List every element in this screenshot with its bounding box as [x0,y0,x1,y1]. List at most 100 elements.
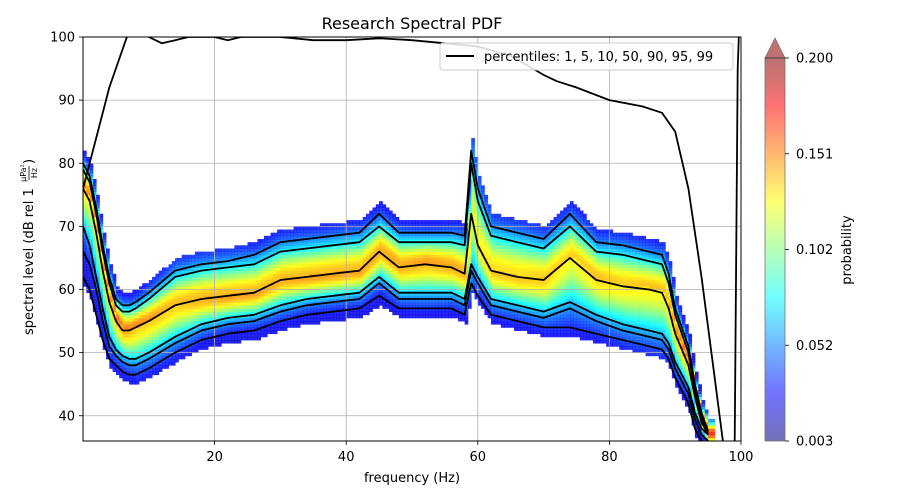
heatmap-cell [171,283,176,287]
heatmap-cell [283,273,288,278]
heatmap-cell [171,355,176,360]
heatmap-cell [527,302,531,306]
heatmap-cell [576,295,581,300]
heatmap-cell [566,245,571,249]
heatmap-cell [388,298,393,303]
heatmap-cell [306,292,311,297]
heatmap-cell [86,204,90,208]
heatmap-cell [448,229,452,234]
heatmap-cell [425,305,429,309]
heatmap-cell [435,220,439,224]
heatmap-cell [471,185,475,189]
heatmap-cell [520,298,525,303]
heatmap-cell [319,264,324,268]
heatmap-cell [540,292,544,297]
heatmap-cell [418,289,423,294]
heatmap-cell [546,270,551,275]
heatmap-cell [408,229,413,234]
heatmap-cell [316,280,321,284]
heatmap-cell [310,317,314,322]
heatmap-cell [388,248,393,253]
heatmap-cell [188,346,192,350]
heatmap-cell [379,232,383,237]
heatmap-cell [435,298,439,303]
heatmap-cell [319,251,324,256]
heatmap-cell [543,280,548,284]
heatmap-cell [237,273,242,278]
heatmap-cell [418,254,423,259]
heatmap-cell [392,264,396,268]
heatmap-cell [530,292,535,297]
heatmap-cell [507,223,512,227]
heatmap-cell [257,302,262,306]
heatmap-cell [474,248,479,253]
heatmap-cell [280,254,285,259]
heatmap-cell [148,340,153,344]
heatmap-cell [365,280,370,284]
heatmap-cell [484,213,489,218]
heatmap-cell [428,257,433,262]
heatmap-cell [412,292,416,297]
heatmap-cell [359,242,364,246]
heatmap-cell [161,358,166,363]
heatmap-cell [388,276,393,281]
heatmap-cell [546,239,551,243]
heatmap-cell [533,295,538,300]
heatmap-cell [204,330,209,335]
heatmap-cell [175,283,179,287]
heatmap-cell [415,276,419,281]
heatmap-cell [89,194,94,199]
heatmap-cell [385,216,390,221]
heatmap-cell [132,349,137,354]
heatmap-cell [550,280,554,284]
heatmap-cell [280,327,285,331]
heatmap-cell [530,314,535,319]
heatmap-cell [573,324,577,328]
heatmap-cell [474,286,479,290]
heatmap-cell [280,261,285,265]
heatmap-cell [142,317,146,322]
heatmap-cell [152,336,156,341]
heatmap-cell [517,321,521,325]
heatmap-cell [438,229,443,234]
heatmap-cell [448,292,452,297]
heatmap-cell [247,257,252,262]
heatmap-cell [398,270,403,275]
heatmap-cell [191,254,196,259]
heatmap-cell [448,298,452,303]
heatmap-cell [257,314,262,319]
heatmap-cell [273,245,278,249]
heatmap-cell [323,267,327,271]
heatmap-cell [300,239,304,243]
heatmap-cell [435,289,439,294]
heatmap-cell [273,254,278,259]
heatmap-cell [408,254,413,259]
heatmap-cell [382,273,387,278]
heatmap-cell [487,305,492,309]
heatmap-cell [204,276,209,281]
heatmap-cell [326,314,331,319]
heatmap-cell [290,286,294,290]
heatmap-cell [329,292,334,297]
heatmap-cell [556,324,561,328]
heatmap-cell [540,327,544,331]
heatmap-cell [201,264,206,268]
heatmap-cell [168,362,173,366]
heatmap-cell [336,283,341,287]
heatmap-cell [181,295,186,300]
heatmap-cell [293,314,298,319]
heatmap-cell [494,245,498,249]
heatmap-cell [132,289,137,294]
heatmap-cell [184,333,189,338]
heatmap-cell [448,264,452,268]
heatmap-cell [359,248,364,253]
heatmap-cell [408,220,413,224]
heatmap-cell [277,270,281,275]
heatmap-cell [306,286,311,290]
heatmap-cell [119,333,123,338]
heatmap-cell [444,295,449,300]
heatmap-cell [204,264,209,268]
heatmap-cell [175,346,179,350]
heatmap-cell [326,235,331,240]
heatmap-cell [540,333,544,338]
